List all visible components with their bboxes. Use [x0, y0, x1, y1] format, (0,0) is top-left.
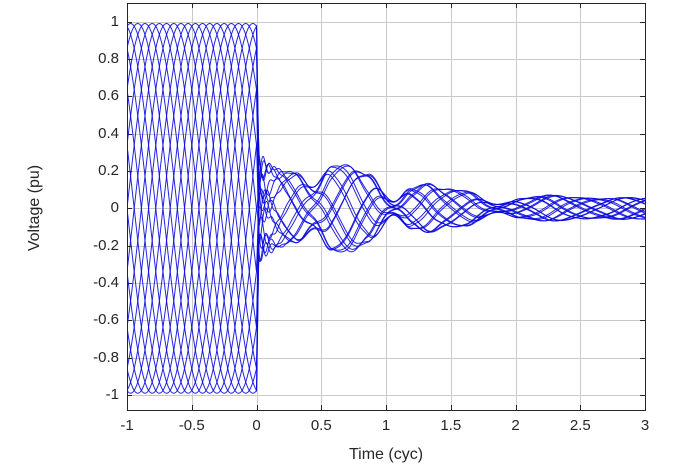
x-tick-label--1: -1	[120, 417, 134, 434]
y-tick-label--1: -1	[105, 386, 119, 404]
y-tick-label-1: 1	[110, 12, 119, 30]
y-tick-label-0.6: 0.6	[98, 87, 119, 105]
y-tick-label-0.8: 0.8	[98, 50, 119, 67]
x-tick-label-3: 3	[640, 417, 650, 434]
x-tick-label-2: 2	[511, 417, 520, 434]
y-tick-label-0.4: 0.4	[98, 124, 119, 142]
y-axis-label: Voltage (pu)	[26, 164, 43, 252]
x-tick-label-2.5: 2.5	[569, 417, 591, 434]
y-tick-label--0.2: -0.2	[93, 236, 119, 254]
x-tick-label-0: 0	[252, 417, 261, 434]
y-tick-label--0.4: -0.4	[93, 274, 119, 292]
y-tick-label-0: 0	[110, 199, 119, 217]
x-axis-label: Time (cyc)	[348, 446, 424, 463]
x-tick-label-0.5: 0.5	[310, 417, 332, 434]
y-tick-label-0.2: 0.2	[98, 162, 119, 180]
y-tick-label--0.8: -0.8	[93, 348, 119, 366]
x-tick-label-1: 1	[381, 417, 391, 434]
y-tick-label--0.6: -0.6	[93, 311, 119, 329]
x-tick-label-1.5: 1.5	[440, 417, 462, 434]
x-tick-label--0.5: -0.5	[178, 417, 205, 434]
